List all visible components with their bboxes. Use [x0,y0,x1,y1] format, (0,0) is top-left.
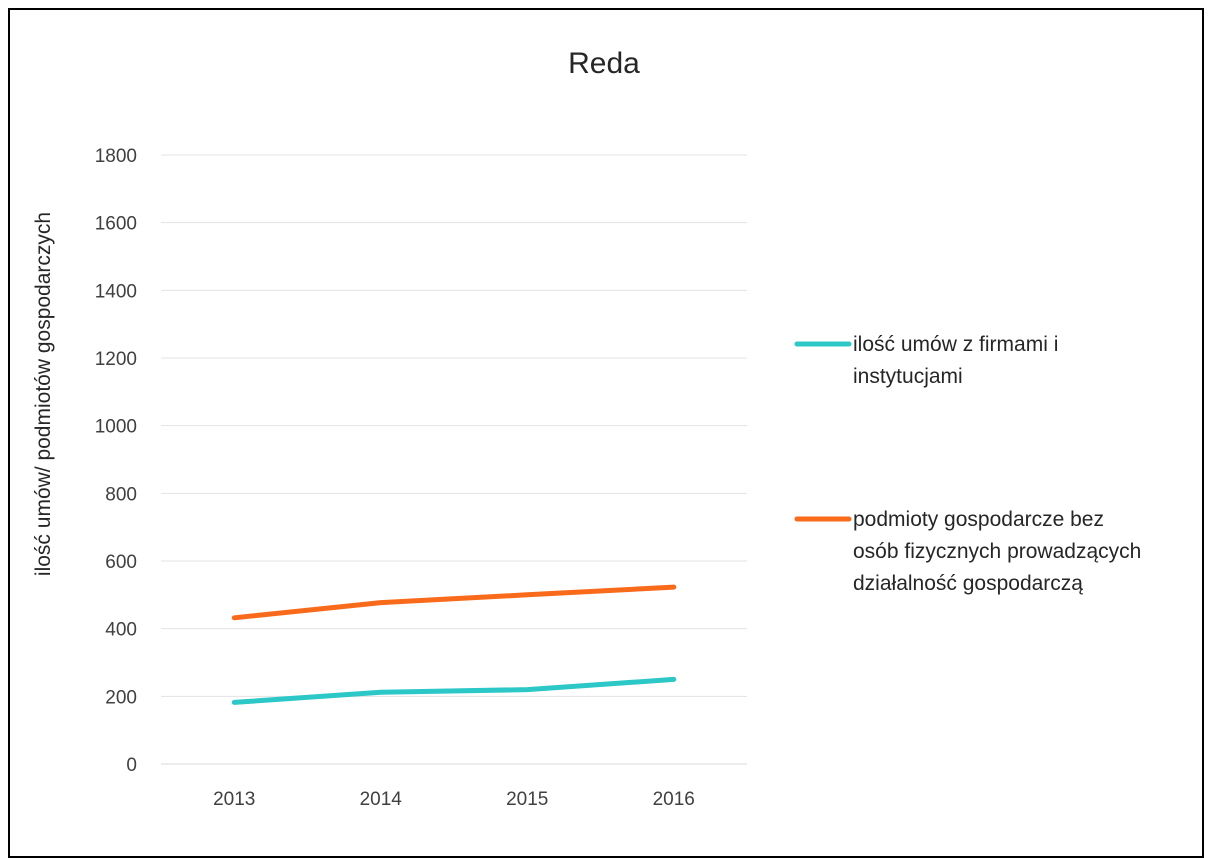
series-lines [231,584,677,705]
legend-label: ilość umów z firmami i [853,333,1058,356]
series-line [231,584,677,621]
x-tick-label: 2015 [506,789,548,810]
y-tick-label: 200 [105,687,137,708]
data-point [233,617,235,619]
chart-title: Reda [568,47,640,80]
series-line [231,676,677,705]
data-point [233,701,235,703]
data-point [380,691,382,693]
y-tick-label: 0 [126,755,137,776]
y-tick-label: 1800 [95,146,137,167]
legend-label: instytucjami [853,365,963,388]
data-point [673,678,675,680]
data-point [526,689,528,691]
y-tick-label: 1200 [95,349,137,370]
y-tick-label: 600 [105,552,137,573]
legend: ilość umów z firmami i instytucjami podmio… [794,333,1141,595]
legend-label: osób fizycznych prowadzących [853,540,1141,563]
y-tick-label: 1600 [95,214,137,235]
data-point [380,602,382,604]
y-axis-title: ilość umów/ podmiotów gospodarczych [32,212,55,576]
data-point [673,586,675,588]
y-tick-label: 800 [105,484,137,505]
data-point [526,594,528,596]
legend-label: działalność gospodarczą [853,572,1083,595]
x-tick-label: 2014 [360,789,403,810]
gridlines [161,154,747,765]
x-axis-ticks: 2013 2014 2015 2016 [213,789,695,810]
x-tick-label: 2013 [213,789,255,810]
y-tick-label: 1400 [95,281,137,302]
y-tick-label: 400 [105,620,137,641]
y-axis-ticks: 0 200 400 600 800 1000 1200 1400 1600 1800 [95,146,137,776]
x-tick-label: 2016 [653,789,695,810]
y-tick-label: 1000 [95,417,137,438]
legend-label: podmioty gospodarcze bez [853,508,1104,531]
